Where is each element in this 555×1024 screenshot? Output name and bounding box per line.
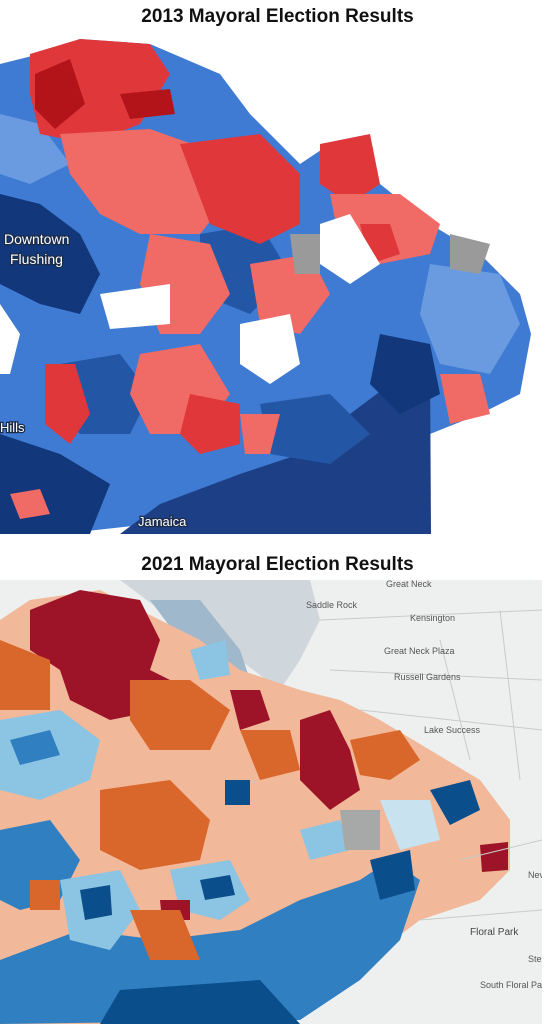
district-region [0, 194, 100, 314]
place-label: Great Neck [386, 580, 432, 589]
district-region [180, 394, 240, 454]
district-region [350, 730, 420, 780]
place-label: Hills [0, 420, 25, 435]
district-region [430, 780, 480, 825]
district-region [190, 640, 230, 680]
district-region [370, 334, 440, 414]
park-area [0, 304, 20, 374]
place-label: Great Neck Plaza [384, 646, 455, 656]
park-area [320, 214, 380, 284]
district-region [0, 860, 420, 1024]
place-label: Russell Gardens [394, 672, 461, 682]
district-region [480, 842, 508, 872]
district-region [200, 875, 235, 900]
map-title-2021: 2021 Mayoral Election Results [141, 554, 414, 575]
bay-water [0, 580, 320, 690]
election-map-2021: Great Neck Saddle Rock Kensington Great … [0, 580, 542, 1024]
district-region [180, 134, 300, 244]
district-region [35, 59, 85, 129]
district-region [370, 850, 415, 900]
district-region [120, 89, 175, 119]
park-area [100, 284, 170, 329]
district-region [230, 690, 270, 730]
district-region [300, 820, 350, 860]
place-label: Floral Park [470, 927, 519, 938]
district-region [240, 730, 300, 780]
place-label: Nev [528, 870, 542, 880]
district-region [0, 114, 70, 184]
district-region [450, 234, 490, 274]
place-label: Lake Success [424, 725, 481, 735]
bay-water [120, 354, 431, 534]
district-region [320, 134, 380, 204]
district-region [380, 800, 440, 850]
election-map-2013: Downtown Flushing Hills Jamaica [0, 34, 531, 534]
road [319, 609, 542, 921]
district-region [80, 885, 112, 920]
district-region [10, 489, 50, 519]
district-region [100, 780, 210, 870]
district-region [240, 414, 280, 454]
district-region [440, 374, 490, 424]
district-region [290, 234, 320, 274]
district-region [100, 980, 300, 1024]
district-region [130, 910, 200, 960]
district-region [30, 590, 160, 680]
place-label: Flushing [10, 251, 63, 267]
district-region [130, 680, 230, 750]
district-region [340, 810, 380, 850]
park-area [240, 314, 300, 384]
district-region [30, 880, 60, 910]
district-region [300, 710, 360, 810]
place-label: Ste [528, 954, 542, 964]
place-label: South Floral Park [480, 980, 542, 990]
map-title-2013: 2013 Mayoral Election Results [141, 6, 414, 27]
district-region [10, 730, 60, 765]
place-label: Jamaica [138, 514, 187, 529]
district-region [225, 780, 250, 805]
place-label: Kensington [410, 613, 455, 623]
district-region [0, 640, 50, 710]
district-region [45, 364, 90, 444]
place-label: Downtown [4, 231, 69, 247]
place-label: Saddle Rock [306, 600, 358, 610]
district-region [420, 264, 520, 374]
district-region [260, 394, 370, 464]
